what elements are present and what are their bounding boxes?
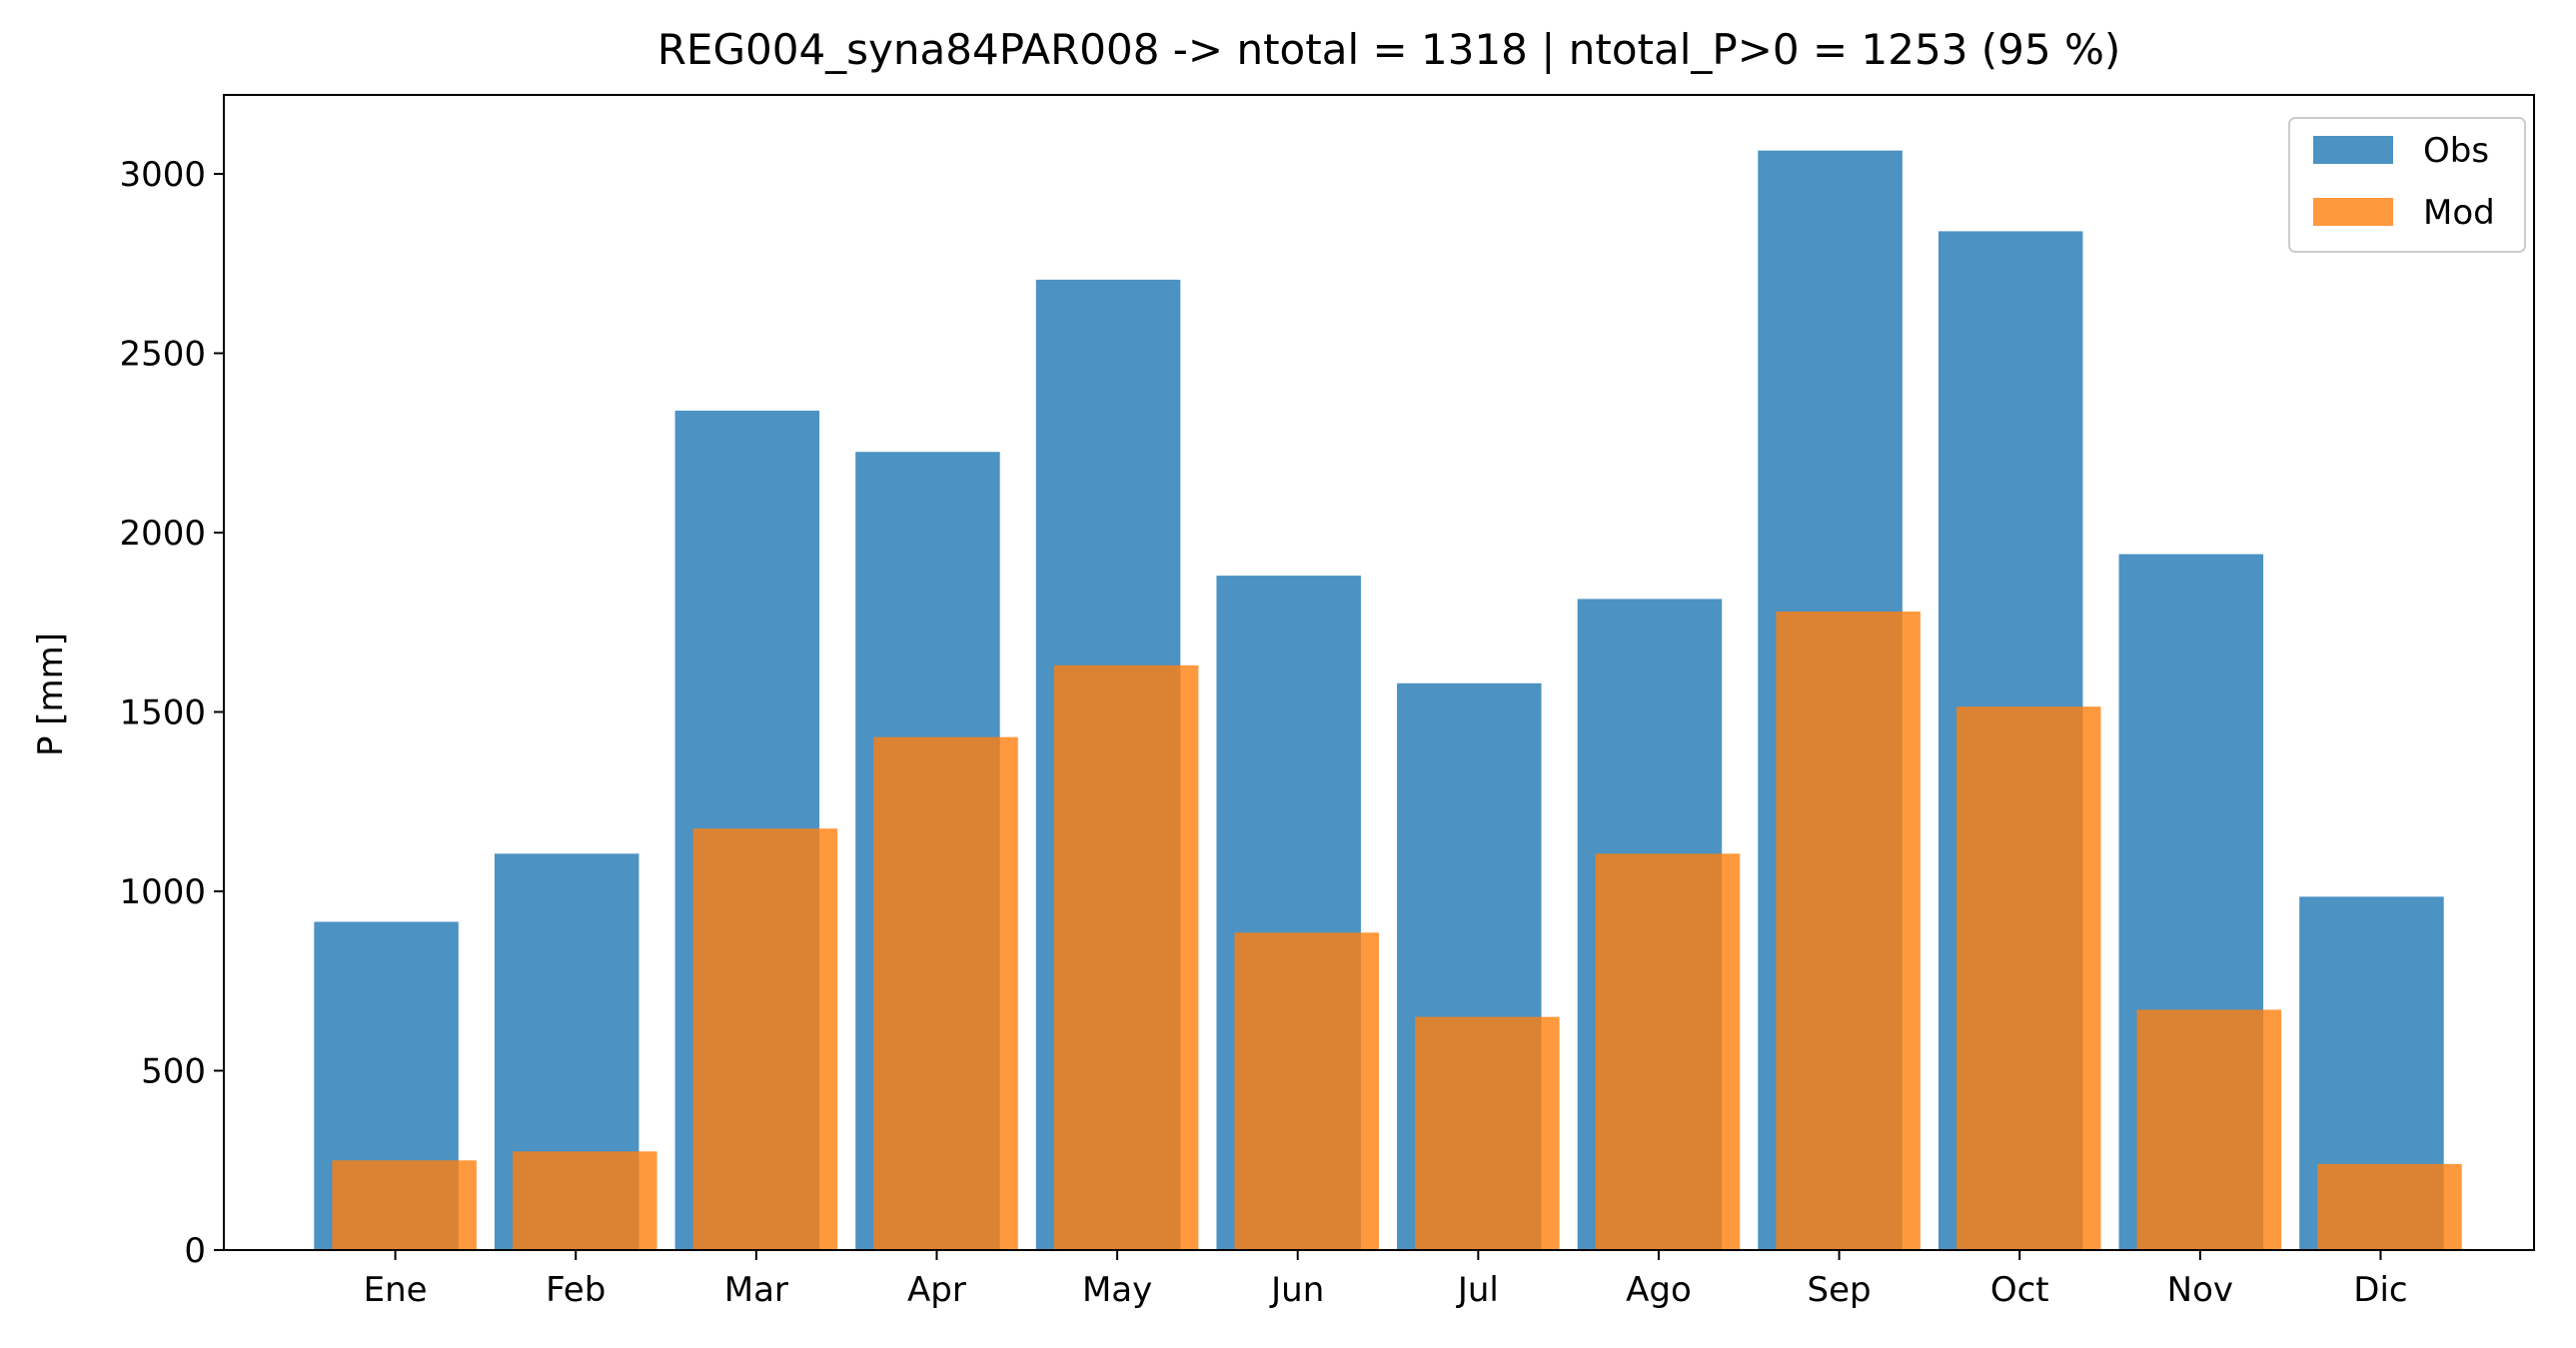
y-tick-label: 2500 bbox=[119, 334, 206, 374]
legend-label-mod: Mod bbox=[2423, 193, 2495, 233]
y-tick-label: 500 bbox=[141, 1051, 206, 1091]
bar-mod-sep bbox=[1776, 611, 1921, 1250]
x-tick-label: Apr bbox=[907, 1270, 966, 1310]
plot-area: 0 500 1000 1500 2000 2500 3000 Ene Feb Mar Apr May J… bbox=[119, 94, 2535, 1310]
y-tick-label: 1500 bbox=[119, 692, 206, 732]
x-tick-label: Mar bbox=[724, 1270, 788, 1310]
y-tick-label: 3000 bbox=[119, 155, 206, 195]
bar-mod-ene bbox=[332, 1160, 477, 1250]
x-tick-label: Ene bbox=[364, 1270, 428, 1310]
bar-mod-oct bbox=[1956, 706, 2101, 1250]
x-tick-label: Dic bbox=[2353, 1270, 2407, 1310]
y-tick-label: 1000 bbox=[119, 872, 206, 912]
x-tick-label: May bbox=[1082, 1270, 1152, 1310]
legend-swatch-obs bbox=[2313, 136, 2393, 164]
x-tick-label: Ago bbox=[1626, 1270, 1692, 1310]
y-tick-label: 0 bbox=[184, 1231, 206, 1271]
bar-mod-may bbox=[1053, 665, 1199, 1250]
legend-label-obs: Obs bbox=[2423, 131, 2489, 171]
bar-mod-dic bbox=[2317, 1163, 2462, 1250]
y-tick-label: 2000 bbox=[119, 514, 206, 554]
bar-mod-ago bbox=[1595, 853, 1741, 1250]
bar-mod-nov bbox=[2136, 1009, 2282, 1250]
chart-title: REG004_syna84PAR008 -> ntotal = 1318 | n… bbox=[657, 25, 2121, 74]
x-tick-label: Feb bbox=[546, 1270, 606, 1310]
plot-frame bbox=[223, 94, 2535, 1251]
bar-mod-apr bbox=[873, 736, 1018, 1250]
bar-mod-jul bbox=[1415, 1016, 1560, 1250]
legend-swatch-mod bbox=[2313, 198, 2393, 226]
bar-mod-jun bbox=[1234, 932, 1379, 1250]
bar-mod-mar bbox=[692, 828, 838, 1250]
x-tick-label: Sep bbox=[1808, 1270, 1872, 1310]
x-tick-label: Jun bbox=[1269, 1270, 1324, 1310]
y-axis-label: P [mm] bbox=[31, 633, 71, 756]
bar-mod-feb bbox=[513, 1151, 657, 1250]
x-tick-label: Oct bbox=[1990, 1270, 2049, 1310]
x-tick-label: Jul bbox=[1456, 1270, 1499, 1310]
legend: Obs Mod bbox=[2288, 117, 2526, 253]
x-tick-label: Nov bbox=[2167, 1270, 2233, 1310]
